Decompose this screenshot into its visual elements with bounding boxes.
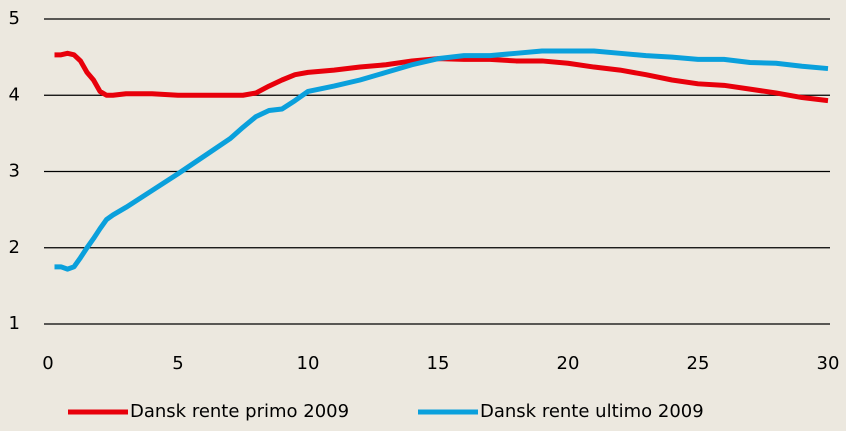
x-tick-label: 0 xyxy=(42,353,53,374)
y-tick-label: 5 xyxy=(9,8,20,29)
x-tick-label: 30 xyxy=(817,353,840,374)
y-tick-label: 2 xyxy=(9,237,20,258)
line-series xyxy=(54,50,829,104)
line-series xyxy=(54,48,829,272)
legend-label: Dansk rente primo 2009 xyxy=(130,401,349,422)
x-tick-label: 5 xyxy=(172,353,183,374)
x-tick-label: 10 xyxy=(297,353,320,374)
y-tick-label: 1 xyxy=(9,313,20,334)
y-tick-label: 3 xyxy=(9,161,20,182)
y-tick-label: 4 xyxy=(9,84,20,105)
x-tick-label: 15 xyxy=(427,353,450,374)
legend-label: Dansk rente ultimo 2009 xyxy=(480,401,704,422)
x-tick-label: 20 xyxy=(557,353,580,374)
x-tick-label: 25 xyxy=(687,353,710,374)
